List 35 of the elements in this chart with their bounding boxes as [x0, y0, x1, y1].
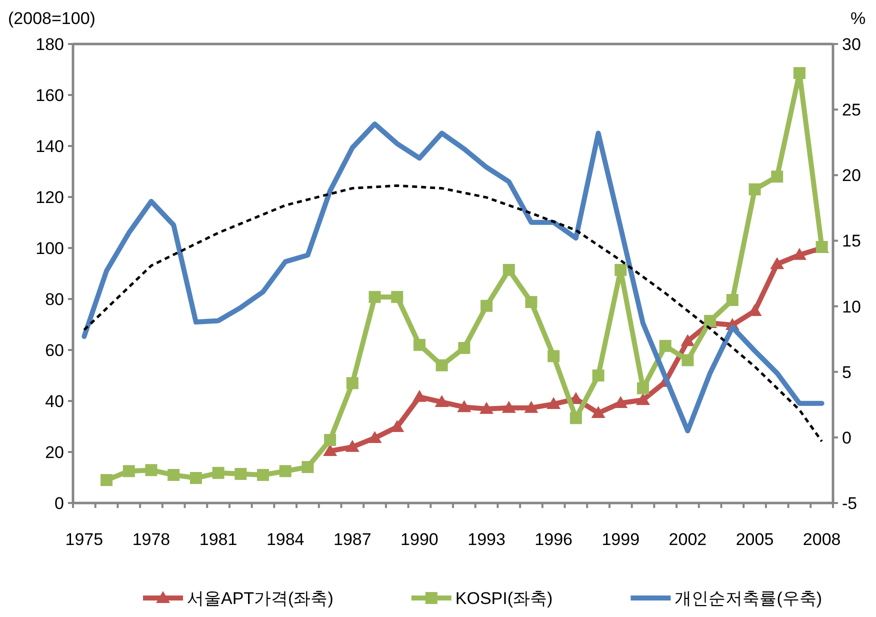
- y-tick-label: 160: [36, 86, 64, 105]
- y-tick-label: 140: [36, 137, 64, 156]
- x-tick-label: 2008: [802, 530, 841, 549]
- y-tick-label: 60: [45, 341, 64, 360]
- x-tick-label: 1987: [334, 530, 372, 549]
- x-tick-label: 1984: [266, 530, 304, 549]
- x-tick-label: 1999: [602, 530, 640, 549]
- y2-tick-label: 25: [842, 100, 861, 120]
- legend-label: KOSPI(좌축): [455, 589, 553, 608]
- y2-tick-label: 5: [842, 362, 852, 382]
- legend-label: 서울APT가격(좌축): [187, 589, 334, 608]
- y-tick-label: 0: [54, 494, 64, 513]
- y2-tick-label: 30: [842, 35, 861, 54]
- x-tick-label: 2002: [668, 530, 707, 549]
- y-tick-label: 40: [45, 392, 64, 411]
- y-tick-label: 80: [45, 290, 64, 309]
- x-tick-label: 1981: [199, 530, 238, 549]
- y-tick-label: 20: [45, 443, 64, 462]
- x-tick-label: 1993: [468, 530, 506, 549]
- y2-axis-title: %: [850, 9, 866, 28]
- y2-tick-label: 15: [842, 232, 861, 251]
- y-tick-label: 180: [36, 35, 64, 54]
- y2-tick-label: 0: [842, 428, 852, 448]
- y2-tick-label: -5: [842, 494, 858, 513]
- y-axis-title: (2008=100): [8, 9, 96, 28]
- y-tick-label: 120: [36, 188, 64, 207]
- x-tick-label: 1996: [534, 530, 572, 549]
- x-tick-label: 2005: [736, 530, 774, 549]
- y2-tick-label: 20: [842, 166, 861, 186]
- y2-tick-label: 10: [842, 297, 861, 316]
- x-tick-label: 1975: [65, 530, 104, 549]
- x-tick-label: 1978: [132, 530, 170, 549]
- x-tick-label: 1990: [400, 530, 438, 549]
- y-tick-label: 100: [36, 239, 64, 258]
- legend-label: 개인순저축률(우축): [674, 589, 822, 608]
